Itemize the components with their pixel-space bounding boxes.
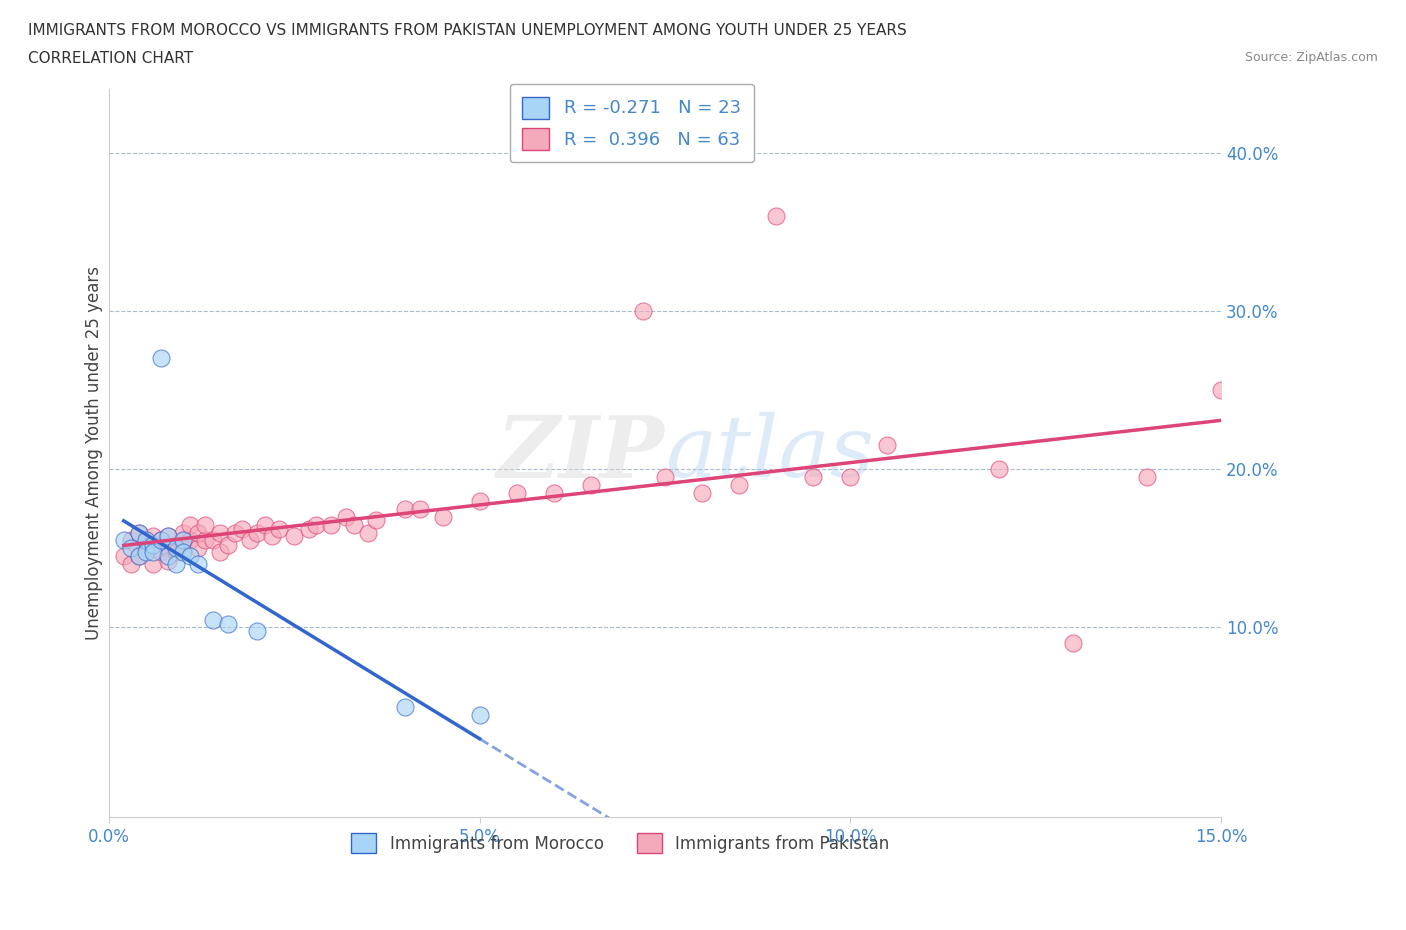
- Point: [112, 549, 135, 564]
- Point: [157, 541, 180, 556]
- Point: [172, 541, 194, 556]
- Point: [172, 525, 194, 540]
- Point: [801, 470, 824, 485]
- Point: [579, 478, 602, 493]
- Point: [135, 541, 157, 556]
- Point: [231, 522, 253, 537]
- Point: [209, 544, 232, 559]
- Point: [468, 494, 491, 509]
- Point: [987, 462, 1010, 477]
- Point: [654, 470, 676, 485]
- Point: [335, 510, 357, 525]
- Point: [179, 549, 201, 564]
- Point: [394, 501, 416, 516]
- Point: [142, 544, 165, 559]
- Text: IMMIGRANTS FROM MOROCCO VS IMMIGRANTS FROM PAKISTAN UNEMPLOYMENT AMONG YOUTH UND: IMMIGRANTS FROM MOROCCO VS IMMIGRANTS FR…: [28, 23, 907, 38]
- Point: [172, 533, 194, 548]
- Point: [269, 522, 291, 537]
- Text: Source: ZipAtlas.com: Source: ZipAtlas.com: [1244, 51, 1378, 64]
- Point: [357, 525, 380, 540]
- Point: [179, 533, 201, 548]
- Point: [187, 557, 209, 572]
- Point: [149, 544, 172, 559]
- Point: [505, 485, 527, 500]
- Point: [142, 538, 165, 552]
- Point: [157, 549, 180, 564]
- Point: [543, 485, 565, 500]
- Point: [135, 533, 157, 548]
- Point: [253, 517, 276, 532]
- Point: [1136, 470, 1159, 485]
- Point: [321, 517, 343, 532]
- Point: [165, 557, 187, 572]
- Point: [149, 533, 172, 548]
- Point: [157, 553, 180, 568]
- Point: [631, 303, 654, 318]
- Point: [298, 522, 321, 537]
- Point: [120, 557, 142, 572]
- Point: [201, 612, 224, 627]
- Point: [128, 549, 150, 564]
- Point: [765, 208, 787, 223]
- Point: [157, 528, 180, 543]
- Point: [260, 528, 283, 543]
- Point: [165, 544, 187, 559]
- Point: [179, 517, 201, 532]
- Point: [172, 533, 194, 548]
- Point: [128, 549, 150, 564]
- Point: [187, 525, 209, 540]
- Point: [876, 438, 898, 453]
- Point: [468, 707, 491, 722]
- Point: [128, 525, 150, 540]
- Point: [209, 525, 232, 540]
- Point: [135, 544, 157, 559]
- Point: [172, 544, 194, 559]
- Point: [394, 699, 416, 714]
- Point: [187, 541, 209, 556]
- Point: [305, 517, 328, 532]
- Text: ZIP: ZIP: [498, 412, 665, 495]
- Point: [239, 533, 262, 548]
- Y-axis label: Unemployment Among Youth under 25 years: Unemployment Among Youth under 25 years: [86, 266, 103, 641]
- Point: [128, 525, 150, 540]
- Legend: Immigrants from Morocco, Immigrants from Pakistan: Immigrants from Morocco, Immigrants from…: [344, 827, 896, 860]
- Text: atlas: atlas: [665, 412, 875, 495]
- Point: [120, 541, 142, 556]
- Point: [1211, 382, 1233, 397]
- Point: [165, 541, 187, 556]
- Point: [194, 517, 217, 532]
- Point: [224, 525, 246, 540]
- Point: [149, 533, 172, 548]
- Point: [217, 538, 239, 552]
- Point: [839, 470, 862, 485]
- Point: [142, 528, 165, 543]
- Point: [432, 510, 454, 525]
- Point: [246, 623, 269, 638]
- Point: [149, 351, 172, 365]
- Point: [142, 557, 165, 572]
- Point: [342, 517, 364, 532]
- Point: [246, 525, 269, 540]
- Point: [1062, 636, 1084, 651]
- Point: [120, 533, 142, 548]
- Point: [201, 533, 224, 548]
- Point: [217, 617, 239, 631]
- Point: [283, 528, 305, 543]
- Point: [112, 533, 135, 548]
- Point: [165, 538, 187, 552]
- Text: CORRELATION CHART: CORRELATION CHART: [28, 51, 193, 66]
- Point: [409, 501, 432, 516]
- Point: [364, 512, 387, 527]
- Point: [194, 533, 217, 548]
- Point: [135, 533, 157, 548]
- Point: [728, 478, 751, 493]
- Point: [157, 528, 180, 543]
- Point: [690, 485, 713, 500]
